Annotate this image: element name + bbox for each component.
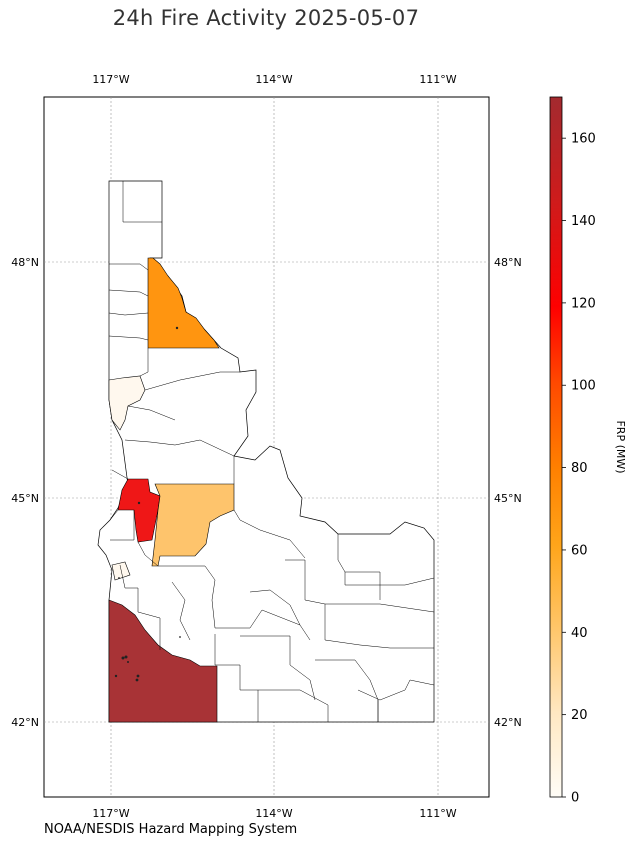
colorbar-tick-label-0: 0 — [571, 791, 579, 806]
lon-tick-top-0: 117°W — [92, 73, 129, 86]
lat-tick-right-1: 45°N — [494, 492, 522, 505]
lon-tick-bottom-1: 114°W — [255, 807, 292, 820]
colorbar-tick-label-3: 60 — [571, 543, 588, 558]
lat-tick-left-1: 45°N — [11, 492, 39, 505]
lon-tick-bottom-0: 117°W — [92, 807, 129, 820]
colorbar-tick-label-2: 40 — [571, 626, 588, 641]
colorbar-tick-label-7: 140 — [571, 214, 596, 229]
lat-tick-right-0: 48°N — [494, 256, 522, 269]
colorbar-tick-label-5: 100 — [571, 379, 596, 394]
lon-tick-top-1: 114°W — [255, 73, 292, 86]
colorbar — [549, 96, 563, 798]
county-payette — [111, 561, 131, 581]
county-boundaries — [108, 181, 435, 722]
lat-tick-left-0: 48°N — [11, 256, 39, 269]
data-credit: NOAA/NESDIS Hazard Mapping System — [44, 822, 298, 837]
county-bonner — [147, 257, 220, 349]
colorbar-tick-label-6: 120 — [571, 296, 596, 311]
lon-tick-top-2: 111°W — [419, 73, 456, 86]
colorbar-tick-label-8: 160 — [571, 132, 596, 147]
county-adams — [151, 483, 235, 567]
lat-tick-left-2: 42°N — [11, 716, 39, 729]
lat-tick-right-2: 42°N — [494, 716, 522, 729]
colorbar-ticks: 0 20 40 60 80 100 120 140 160 — [562, 132, 596, 806]
fire-detections — [114, 326, 181, 682]
lon-tick-bottom-2: 111°W — [419, 807, 456, 820]
colorbar-label: FRP (MW) — [614, 420, 627, 473]
county-owyhee — [108, 599, 218, 723]
map-title: 24h Fire Activity 2025-05-07 — [112, 6, 420, 30]
colorbar-tick-label-4: 80 — [571, 461, 588, 476]
colorbar-tick-label-1: 20 — [571, 708, 588, 723]
